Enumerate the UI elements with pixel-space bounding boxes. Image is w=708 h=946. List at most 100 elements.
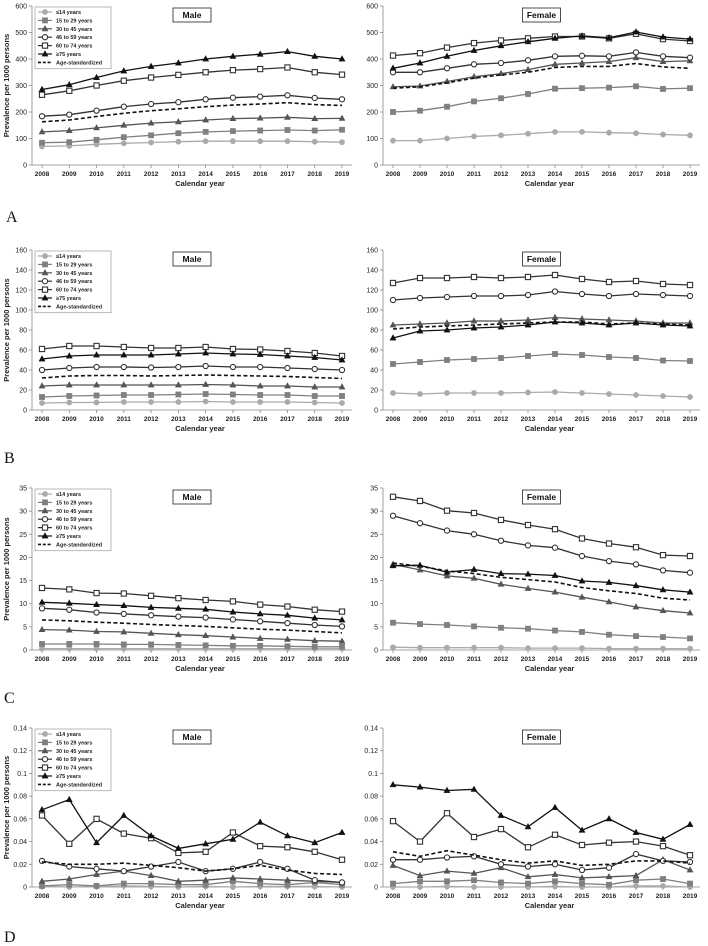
data-point <box>120 392 127 398</box>
data-point <box>284 64 291 71</box>
data-point <box>120 67 128 74</box>
series-line <box>41 50 343 91</box>
legend-label: 60 to 74 years <box>56 766 92 772</box>
data-point <box>498 132 504 139</box>
x-tick-label: 2019 <box>335 416 350 423</box>
panel-title: Female <box>527 492 557 502</box>
data-point <box>524 863 532 870</box>
data-point <box>551 34 559 41</box>
panel-letter: C <box>4 690 15 707</box>
x-tick-label: 2012 <box>494 893 509 900</box>
data-point <box>257 842 264 850</box>
data-point <box>202 631 210 639</box>
series-line <box>41 628 343 642</box>
data-point <box>416 856 424 863</box>
y-tick-label: 0 <box>374 408 378 415</box>
data-point <box>389 279 397 287</box>
data-point <box>389 562 397 569</box>
data-point <box>551 861 559 868</box>
series-line <box>41 587 343 613</box>
data-point <box>229 350 237 357</box>
data-point <box>551 571 559 578</box>
legend-label: ≤14 years <box>56 492 81 498</box>
y-tick-label: 300 <box>15 83 27 90</box>
data-point <box>338 96 346 103</box>
data-point <box>416 327 424 334</box>
series-line <box>392 622 691 640</box>
data-point <box>175 399 182 405</box>
data-point <box>497 42 505 49</box>
legend-marker <box>41 756 49 763</box>
series-7 <box>392 321 691 330</box>
panel-letter: D <box>4 929 16 946</box>
data-point <box>578 52 586 59</box>
legend-marker <box>42 9 48 15</box>
data-point <box>284 620 291 627</box>
x-tick-label: 2012 <box>144 893 159 900</box>
data-point <box>551 526 559 533</box>
data-point <box>339 393 345 399</box>
panel-title: Male <box>183 732 202 742</box>
legend-label: 60 to 74 years <box>56 288 92 294</box>
series-7 <box>41 101 343 123</box>
data-point <box>470 785 478 792</box>
data-point <box>93 838 100 846</box>
x-tick-label: 2013 <box>521 656 536 663</box>
data-point <box>443 44 451 51</box>
data-point <box>632 561 640 568</box>
data-point <box>605 557 613 565</box>
data-point <box>39 641 45 647</box>
series-6 <box>38 47 346 92</box>
data-point <box>497 811 505 818</box>
data-point <box>578 577 586 584</box>
legend-label: 30 to 45 years <box>56 271 92 277</box>
data-point <box>578 874 586 881</box>
panel-title-box <box>172 251 212 267</box>
data-point <box>147 100 155 108</box>
data-point <box>524 38 532 45</box>
data-point <box>202 343 209 351</box>
x-tick-label: 2011 <box>117 416 131 423</box>
series-5 <box>38 64 346 98</box>
x-tick-label: 2016 <box>602 893 617 900</box>
data-point <box>257 618 264 625</box>
y-tick-label: 160 <box>15 248 27 255</box>
data-point <box>338 366 346 374</box>
data-point <box>93 589 100 597</box>
data-point <box>389 856 397 863</box>
data-point <box>230 128 236 134</box>
data-point <box>579 352 585 358</box>
data-point <box>578 59 586 66</box>
x-tick-label: 2017 <box>629 416 644 423</box>
y-tick-label: 0.12 <box>13 748 27 755</box>
y-tick-label: 0.14 <box>13 726 27 733</box>
data-point <box>120 343 127 351</box>
x-tick-label: 2019 <box>683 656 698 663</box>
data-point <box>686 866 694 873</box>
data-point <box>229 598 237 605</box>
data-point <box>284 113 291 120</box>
data-point <box>524 273 532 281</box>
data-point <box>284 364 291 372</box>
series-line <box>393 853 691 871</box>
data-point <box>65 599 73 606</box>
data-point <box>229 94 237 101</box>
data-point <box>93 600 100 608</box>
data-point <box>417 878 423 885</box>
data-point <box>38 877 46 884</box>
data-point <box>578 275 586 283</box>
data-point <box>416 50 424 57</box>
series-line <box>41 66 343 96</box>
data-point <box>552 351 558 357</box>
data-point <box>605 57 613 65</box>
series-3 <box>389 560 694 616</box>
data-point <box>202 596 209 604</box>
data-point <box>443 786 451 793</box>
legend-label: Age-standardized <box>56 542 102 548</box>
data-point <box>417 359 423 365</box>
data-point <box>470 39 478 47</box>
data-point <box>257 858 264 866</box>
data-point <box>66 606 73 613</box>
data-point <box>686 54 694 61</box>
data-point <box>120 811 128 818</box>
